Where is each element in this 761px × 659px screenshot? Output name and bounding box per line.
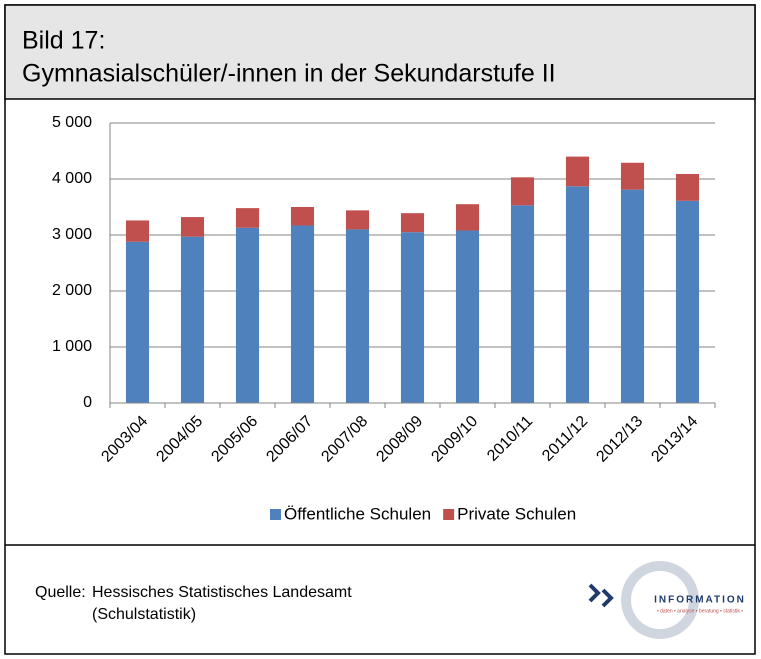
header-title: Gymnasialschüler/-innen in der Sekundars… [22,60,556,88]
bar-segment [345,229,370,403]
y-tick-label: 5 000 [52,114,92,131]
bar-segment [675,173,700,201]
bar-segment [510,205,535,403]
bar-segment [400,213,425,233]
y-tick-label: 2 000 [52,282,92,299]
logo-name: INFORMATION [654,595,746,606]
header-label: Bild 17: [22,27,105,55]
source-line: (Schulstatistik) [92,606,196,623]
logo-chevron [588,583,601,603]
y-tick-label: 1 000 [52,338,92,355]
bar-segment [180,236,205,403]
bar-segment [565,186,590,403]
legend-swatch [443,509,455,520]
legend-label: Private Schulen [457,504,576,523]
bar-segment [125,220,150,242]
bar-segment [125,241,150,403]
bar-segment [290,207,315,226]
y-tick-label: 3 000 [52,226,92,243]
bar-segment [235,227,260,403]
logo-chevron [601,588,614,608]
source-line: Hessisches Statistisches Landesamt [92,584,352,601]
y-tick-label: 0 [83,394,92,411]
bar-segment [510,177,535,206]
bar-segment [235,208,260,228]
bar-segment [400,232,425,403]
bar-segment [180,217,205,237]
bar-segment [345,210,370,230]
bar-segment [290,225,315,403]
bar-segment [675,200,700,403]
legend-label: Öffentliche Schulen [284,504,431,523]
legend-swatch [270,509,281,520]
y-tick-label: 4 000 [52,170,92,187]
bar-segment [620,189,645,403]
logo-ring [621,561,699,639]
bar-segment [620,162,645,190]
header-box [4,4,756,100]
bar-segment [455,230,480,403]
logo-tagline: • daten • analyse • beratung • statistik… [657,608,743,614]
bar-segment [565,156,590,187]
bar-segment [455,204,480,231]
source-label: Quelle: [35,584,86,601]
logo: INFORMATION • daten • analyse • beratung… [588,561,746,639]
